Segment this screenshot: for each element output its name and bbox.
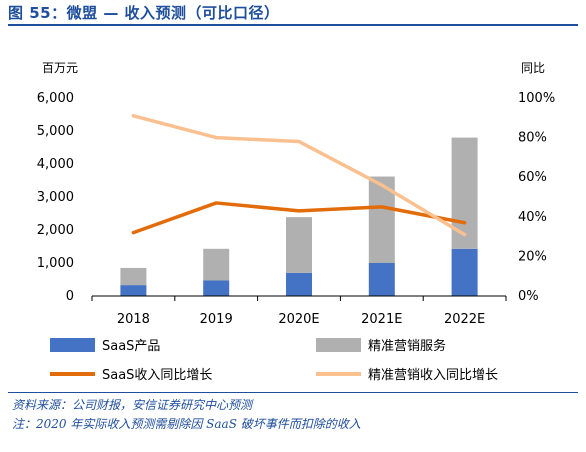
legend-swatch-1 [316, 338, 361, 352]
bar-saas-2019 [203, 280, 230, 296]
line-point-3-2 [297, 140, 301, 144]
left-tick-label: 1,000 [37, 256, 74, 271]
bar-saas-2018 [120, 285, 147, 296]
bar-marketing-2020E [286, 217, 312, 273]
line-point-3-1 [214, 136, 218, 140]
line-point-2-1 [214, 201, 218, 205]
bar-marketing-2022E [451, 137, 478, 249]
line-point-2-4 [463, 221, 467, 225]
right-tick-label: 100% [518, 91, 555, 106]
line-point-2-3 [380, 205, 384, 209]
line-point-2-2 [297, 209, 301, 213]
left-tick-label: 6,000 [37, 91, 74, 106]
bars [120, 137, 478, 296]
x-tick-label: 2020E [278, 312, 319, 327]
bar-saas-2022E [451, 248, 478, 296]
left-tick-label: 4,000 [37, 157, 74, 172]
legend-label-1: 精准营销服务 [368, 338, 446, 354]
line-series-3 [131, 114, 467, 237]
legend-label-0: SaaS产品 [102, 339, 160, 354]
legend-label-2: SaaS收入同比增长 [102, 368, 212, 383]
bar-saas-2021E [368, 263, 395, 296]
footnote: 注：2020 年实际收入预测需剔除因 SaaS 破坏事件而扣除的收入 [12, 417, 361, 431]
left-tick-label: 5,000 [37, 124, 74, 139]
left-axis-label: 百万元 [42, 61, 78, 75]
x-tick-label: 2021E [361, 312, 402, 327]
x-tick-label: 2018 [117, 312, 150, 327]
right-axis-label: 同比 [521, 61, 545, 75]
right-tick-label: 80% [518, 131, 547, 146]
legend: SaaS产品 精准营销服务 SaaS收入同比增长 精准营销收入同比增长 [50, 338, 498, 383]
bar-marketing-2018 [120, 267, 147, 286]
right-axis-ticks: 0% 20% 40% 60% 80% 100% [518, 91, 555, 304]
bar-marketing-2019 [203, 248, 230, 281]
line-point-3-0 [131, 114, 135, 118]
chart-title: 图 55：微盟 — 收入预测（可比口径） [8, 4, 280, 22]
title-rule [8, 24, 578, 26]
lines [131, 114, 467, 237]
x-tick-label: 2022E [444, 312, 485, 327]
right-tick-label: 40% [518, 210, 547, 225]
source-note: 资料来源：公司财报，安信证券研究中心预测 [12, 398, 253, 412]
legend-label-3: 精准营销收入同比增长 [368, 368, 498, 383]
right-tick-label: 60% [518, 170, 547, 185]
left-axis-ticks: 0 1,000 2,000 3,000 4,000 5,000 6,000 [37, 91, 74, 304]
right-tick-label: 0% [518, 289, 539, 304]
line-point-3-4 [463, 233, 467, 237]
notes-rule [8, 392, 578, 393]
left-tick-label: 3,000 [37, 190, 74, 205]
bar-saas-2020E [286, 272, 312, 296]
left-tick-label: 2,000 [37, 223, 74, 238]
right-tick-label: 20% [518, 249, 547, 264]
legend-swatch-0 [50, 338, 95, 352]
left-tick-label: 0 [66, 289, 74, 304]
x-axis-ticks: 2018 2019 2020E 2021E 2022E [91, 296, 507, 327]
chart: 百万元 同比 0 1,000 2,000 3,000 4,000 5,000 6,000 0… [37, 61, 555, 383]
x-tick-label: 2019 [200, 312, 233, 327]
line-point-2-0 [131, 231, 135, 235]
line-point-3-3 [380, 183, 384, 187]
